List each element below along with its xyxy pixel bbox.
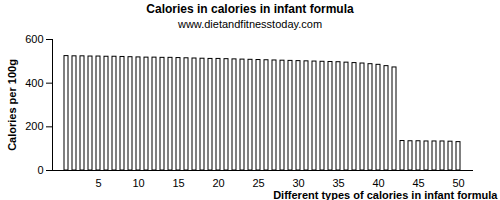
html-text:www.dietandfitnesstoday.com: www.dietandfitnesstoday.com [178,18,322,30]
svg-text:5: 5 [95,177,101,189]
svg-text:25: 25 [252,177,264,189]
svg-text:45: 45 [412,177,424,189]
html-text:Calories in calories in infant: Calories in calories in infant formula [146,2,354,16]
svg-text:Different types of calories in: Different types of calories in infant fo… [273,189,498,200]
svg-text:50: 50 [452,177,464,189]
svg-text:400: 400 [25,77,43,89]
svg-text:35: 35 [332,177,344,189]
svg-text:200: 200 [25,120,43,132]
svg-text:0: 0 [37,164,43,176]
svg-text:600: 600 [25,33,43,45]
svg-text:30: 30 [292,177,304,189]
svg-text:15: 15 [172,177,184,189]
svg-text:10: 10 [132,177,144,189]
svg-text:20: 20 [212,177,224,189]
svg-text:40: 40 [372,177,384,189]
svg-text:Calories per 100g: Calories per 100g [6,59,18,151]
